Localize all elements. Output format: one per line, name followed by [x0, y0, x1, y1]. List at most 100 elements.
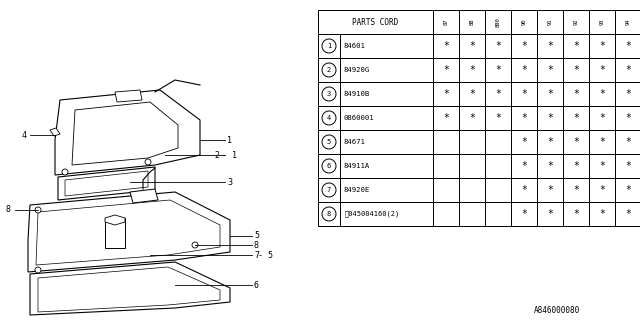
Bar: [589, 34, 615, 58]
Bar: [563, 82, 589, 106]
Text: *: *: [547, 185, 553, 195]
Bar: [433, 130, 459, 154]
Bar: [485, 34, 511, 58]
Text: *: *: [521, 185, 527, 195]
Text: *: *: [573, 137, 579, 147]
Bar: [433, 10, 459, 34]
Text: *: *: [547, 41, 553, 51]
Circle shape: [145, 159, 151, 165]
Bar: [340, 58, 433, 82]
Bar: [537, 10, 563, 34]
Text: *: *: [547, 65, 553, 75]
Bar: [485, 154, 511, 178]
Bar: [318, 130, 340, 154]
Text: *: *: [625, 161, 631, 171]
Text: *: *: [599, 209, 605, 219]
Bar: [318, 178, 340, 202]
Polygon shape: [55, 90, 200, 175]
Text: *: *: [599, 65, 605, 75]
Polygon shape: [36, 200, 220, 265]
Bar: [615, 202, 640, 226]
Circle shape: [322, 111, 336, 125]
Text: 1: 1: [327, 43, 331, 49]
Text: 3: 3: [327, 91, 331, 97]
Circle shape: [322, 39, 336, 53]
Text: *: *: [573, 41, 579, 51]
Polygon shape: [72, 102, 178, 165]
Bar: [537, 130, 563, 154]
Text: 6: 6: [254, 281, 259, 290]
Bar: [511, 130, 537, 154]
Text: 84920E: 84920E: [344, 187, 371, 193]
Text: *: *: [521, 41, 527, 51]
Text: 84671: 84671: [344, 139, 366, 145]
Bar: [589, 178, 615, 202]
Bar: [589, 10, 615, 34]
Text: 88: 88: [470, 19, 474, 25]
Bar: [459, 58, 485, 82]
Text: *: *: [599, 89, 605, 99]
Bar: [459, 178, 485, 202]
Bar: [589, 202, 615, 226]
Bar: [563, 34, 589, 58]
Text: *: *: [469, 113, 475, 123]
Text: *: *: [443, 89, 449, 99]
Text: 0860001: 0860001: [344, 115, 374, 121]
Text: 84920G: 84920G: [344, 67, 371, 73]
Text: 84601: 84601: [344, 43, 366, 49]
Text: *: *: [469, 89, 475, 99]
Text: 2: 2: [327, 67, 331, 73]
Text: 93: 93: [600, 19, 605, 25]
Bar: [459, 154, 485, 178]
Bar: [340, 34, 433, 58]
Bar: [485, 82, 511, 106]
Text: *: *: [443, 41, 449, 51]
Text: 8: 8: [6, 205, 11, 214]
Text: 2: 2: [214, 150, 219, 159]
Bar: [615, 154, 640, 178]
Bar: [537, 82, 563, 106]
Bar: [511, 82, 537, 106]
Circle shape: [322, 63, 336, 77]
Text: *: *: [469, 41, 475, 51]
Text: *: *: [443, 113, 449, 123]
Text: 8: 8: [254, 241, 259, 250]
Text: *: *: [521, 161, 527, 171]
Text: *: *: [521, 137, 527, 147]
Bar: [589, 106, 615, 130]
Text: *: *: [547, 113, 553, 123]
Text: *: *: [573, 209, 579, 219]
Text: *: *: [573, 113, 579, 123]
Bar: [318, 82, 340, 106]
Bar: [340, 82, 433, 106]
Bar: [340, 154, 433, 178]
Text: 3: 3: [227, 178, 232, 187]
Bar: [537, 106, 563, 130]
Bar: [340, 202, 433, 226]
Text: *: *: [521, 113, 527, 123]
Bar: [433, 82, 459, 106]
Circle shape: [322, 135, 336, 149]
Bar: [511, 202, 537, 226]
Bar: [615, 130, 640, 154]
Bar: [433, 154, 459, 178]
Bar: [563, 202, 589, 226]
Circle shape: [322, 159, 336, 173]
Bar: [511, 178, 537, 202]
Text: - 5: - 5: [258, 251, 273, 260]
Text: Ⓢ045004160(2): Ⓢ045004160(2): [345, 211, 400, 217]
Bar: [511, 10, 537, 34]
Bar: [433, 202, 459, 226]
Text: *: *: [573, 65, 579, 75]
Text: *: *: [521, 89, 527, 99]
Bar: [563, 130, 589, 154]
Text: *: *: [625, 65, 631, 75]
Text: 890: 890: [495, 17, 500, 27]
Bar: [459, 202, 485, 226]
Text: *: *: [547, 137, 553, 147]
Bar: [537, 58, 563, 82]
Circle shape: [35, 207, 41, 213]
Bar: [105, 218, 125, 248]
Bar: [537, 154, 563, 178]
Text: *: *: [625, 113, 631, 123]
